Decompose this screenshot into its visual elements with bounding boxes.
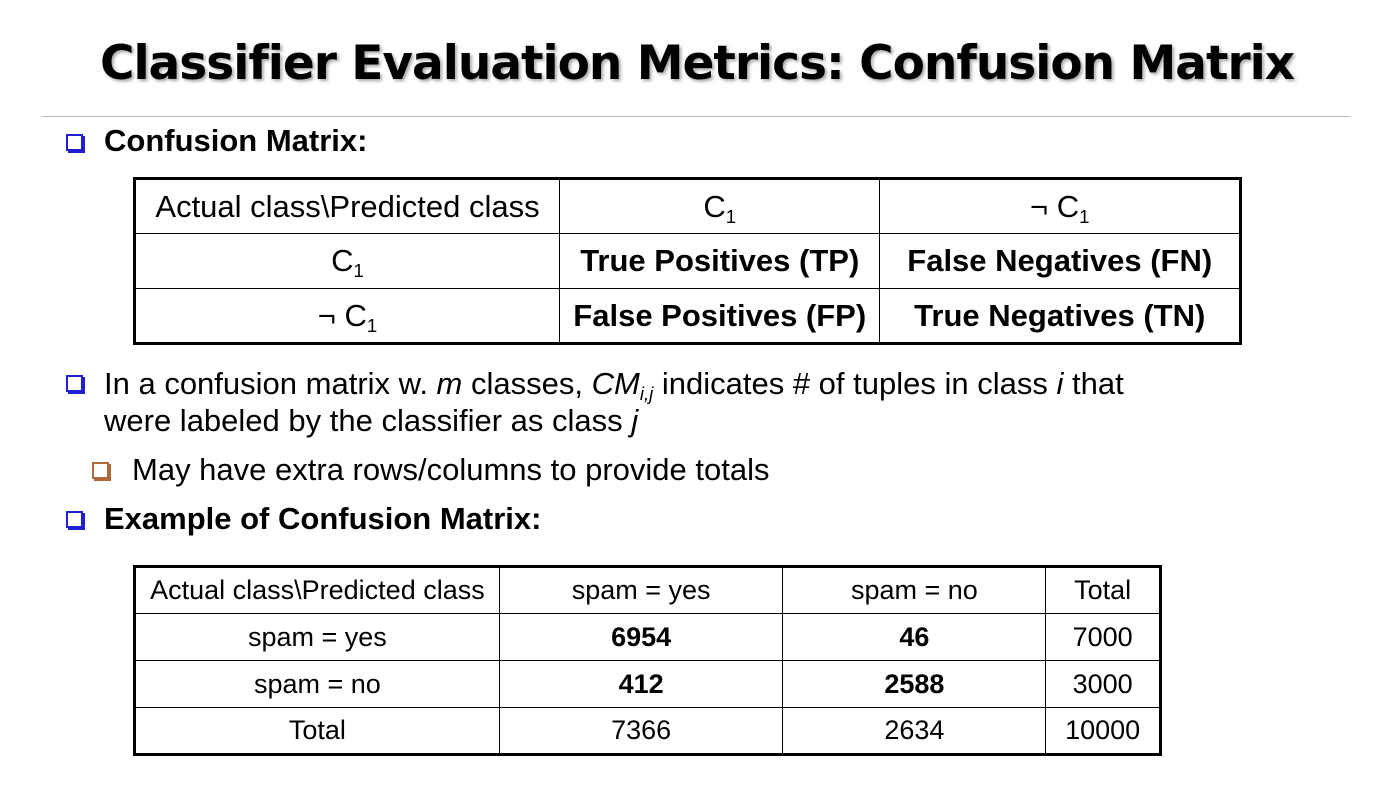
bullet-text: Example of Confusion Matrix: <box>104 501 542 536</box>
table-row: Actual class\Predicted class C1 ¬ C1 <box>133 178 1241 234</box>
table-corner-header: Actual class\Predicted class <box>133 178 561 234</box>
header-not-c1: ¬ C1 <box>879 178 1241 234</box>
table-row: spam = no 412 2588 3000 <box>134 660 1161 708</box>
table-header-row: Actual class\Predicted class spam = yes … <box>134 566 1161 614</box>
table-cell: 3000 <box>1045 660 1161 708</box>
square-sub-bullet-icon <box>92 462 109 479</box>
table-cell: 6954 <box>498 613 784 661</box>
table-row: spam = yes 6954 46 7000 <box>134 613 1161 661</box>
bullet-cm-definition-line2: were labeled by the classifier as class … <box>104 403 639 438</box>
table-header-cell: Total <box>1045 566 1161 614</box>
cell-true-positives: True Positives (TP) <box>559 233 881 289</box>
bullet-text: Confusion Matrix: <box>104 123 368 158</box>
square-bullet-icon <box>66 134 83 151</box>
table-cell: 10000 <box>1045 707 1161 755</box>
confusion-matrix-table: Actual class\Predicted class C1 ¬ C1 C1 … <box>133 177 1242 345</box>
bullet-extra-rows: May have extra rows/columns to provide t… <box>132 451 770 488</box>
bullet-confusion-matrix: Confusion Matrix: <box>104 122 368 159</box>
bullet-example: Example of Confusion Matrix: <box>104 500 541 537</box>
cell-false-negatives: False Negatives (FN) <box>879 233 1241 289</box>
table-header-cell: spam = no <box>782 566 1047 614</box>
square-bullet-icon <box>66 375 83 392</box>
title-divider <box>42 116 1350 117</box>
table-row: ¬ C1 False Positives (FP) True Negatives… <box>133 288 1241 344</box>
table-cell: spam = no <box>134 660 500 708</box>
header-c1: C1 <box>559 178 881 234</box>
table-cell: Total <box>134 707 500 755</box>
table-cell: 7000 <box>1045 613 1161 661</box>
table-cell: 412 <box>498 660 784 708</box>
table-header-cell: spam = yes <box>498 566 784 614</box>
table-cell: 46 <box>782 613 1047 661</box>
row-label-c1: C1 <box>133 233 561 289</box>
cell-true-negatives: True Negatives (TN) <box>879 288 1241 344</box>
table-row: Total 7366 2634 10000 <box>134 707 1161 755</box>
table-row: C1 True Positives (TP) False Negatives (… <box>133 233 1241 289</box>
example-confusion-matrix-table: Actual class\Predicted class spam = yes … <box>133 565 1162 756</box>
table-cell: 2588 <box>782 660 1047 708</box>
square-bullet-icon <box>66 511 83 528</box>
cell-false-positives: False Positives (FP) <box>559 288 881 344</box>
bullet-cm-definition-line1: In a confusion matrix w. m classes, CMi,… <box>104 366 1124 404</box>
slide-title: Classifier Evaluation Metrics: Confusion… <box>99 36 1295 91</box>
table-cell: spam = yes <box>134 613 500 661</box>
table-header-cell: Actual class\Predicted class <box>134 566 500 614</box>
bullet-text: May have extra rows/columns to provide t… <box>132 452 770 487</box>
table-cell: 2634 <box>782 707 1047 755</box>
table-cell: 7366 <box>498 707 784 755</box>
row-label-not-c1: ¬ C1 <box>133 288 561 344</box>
